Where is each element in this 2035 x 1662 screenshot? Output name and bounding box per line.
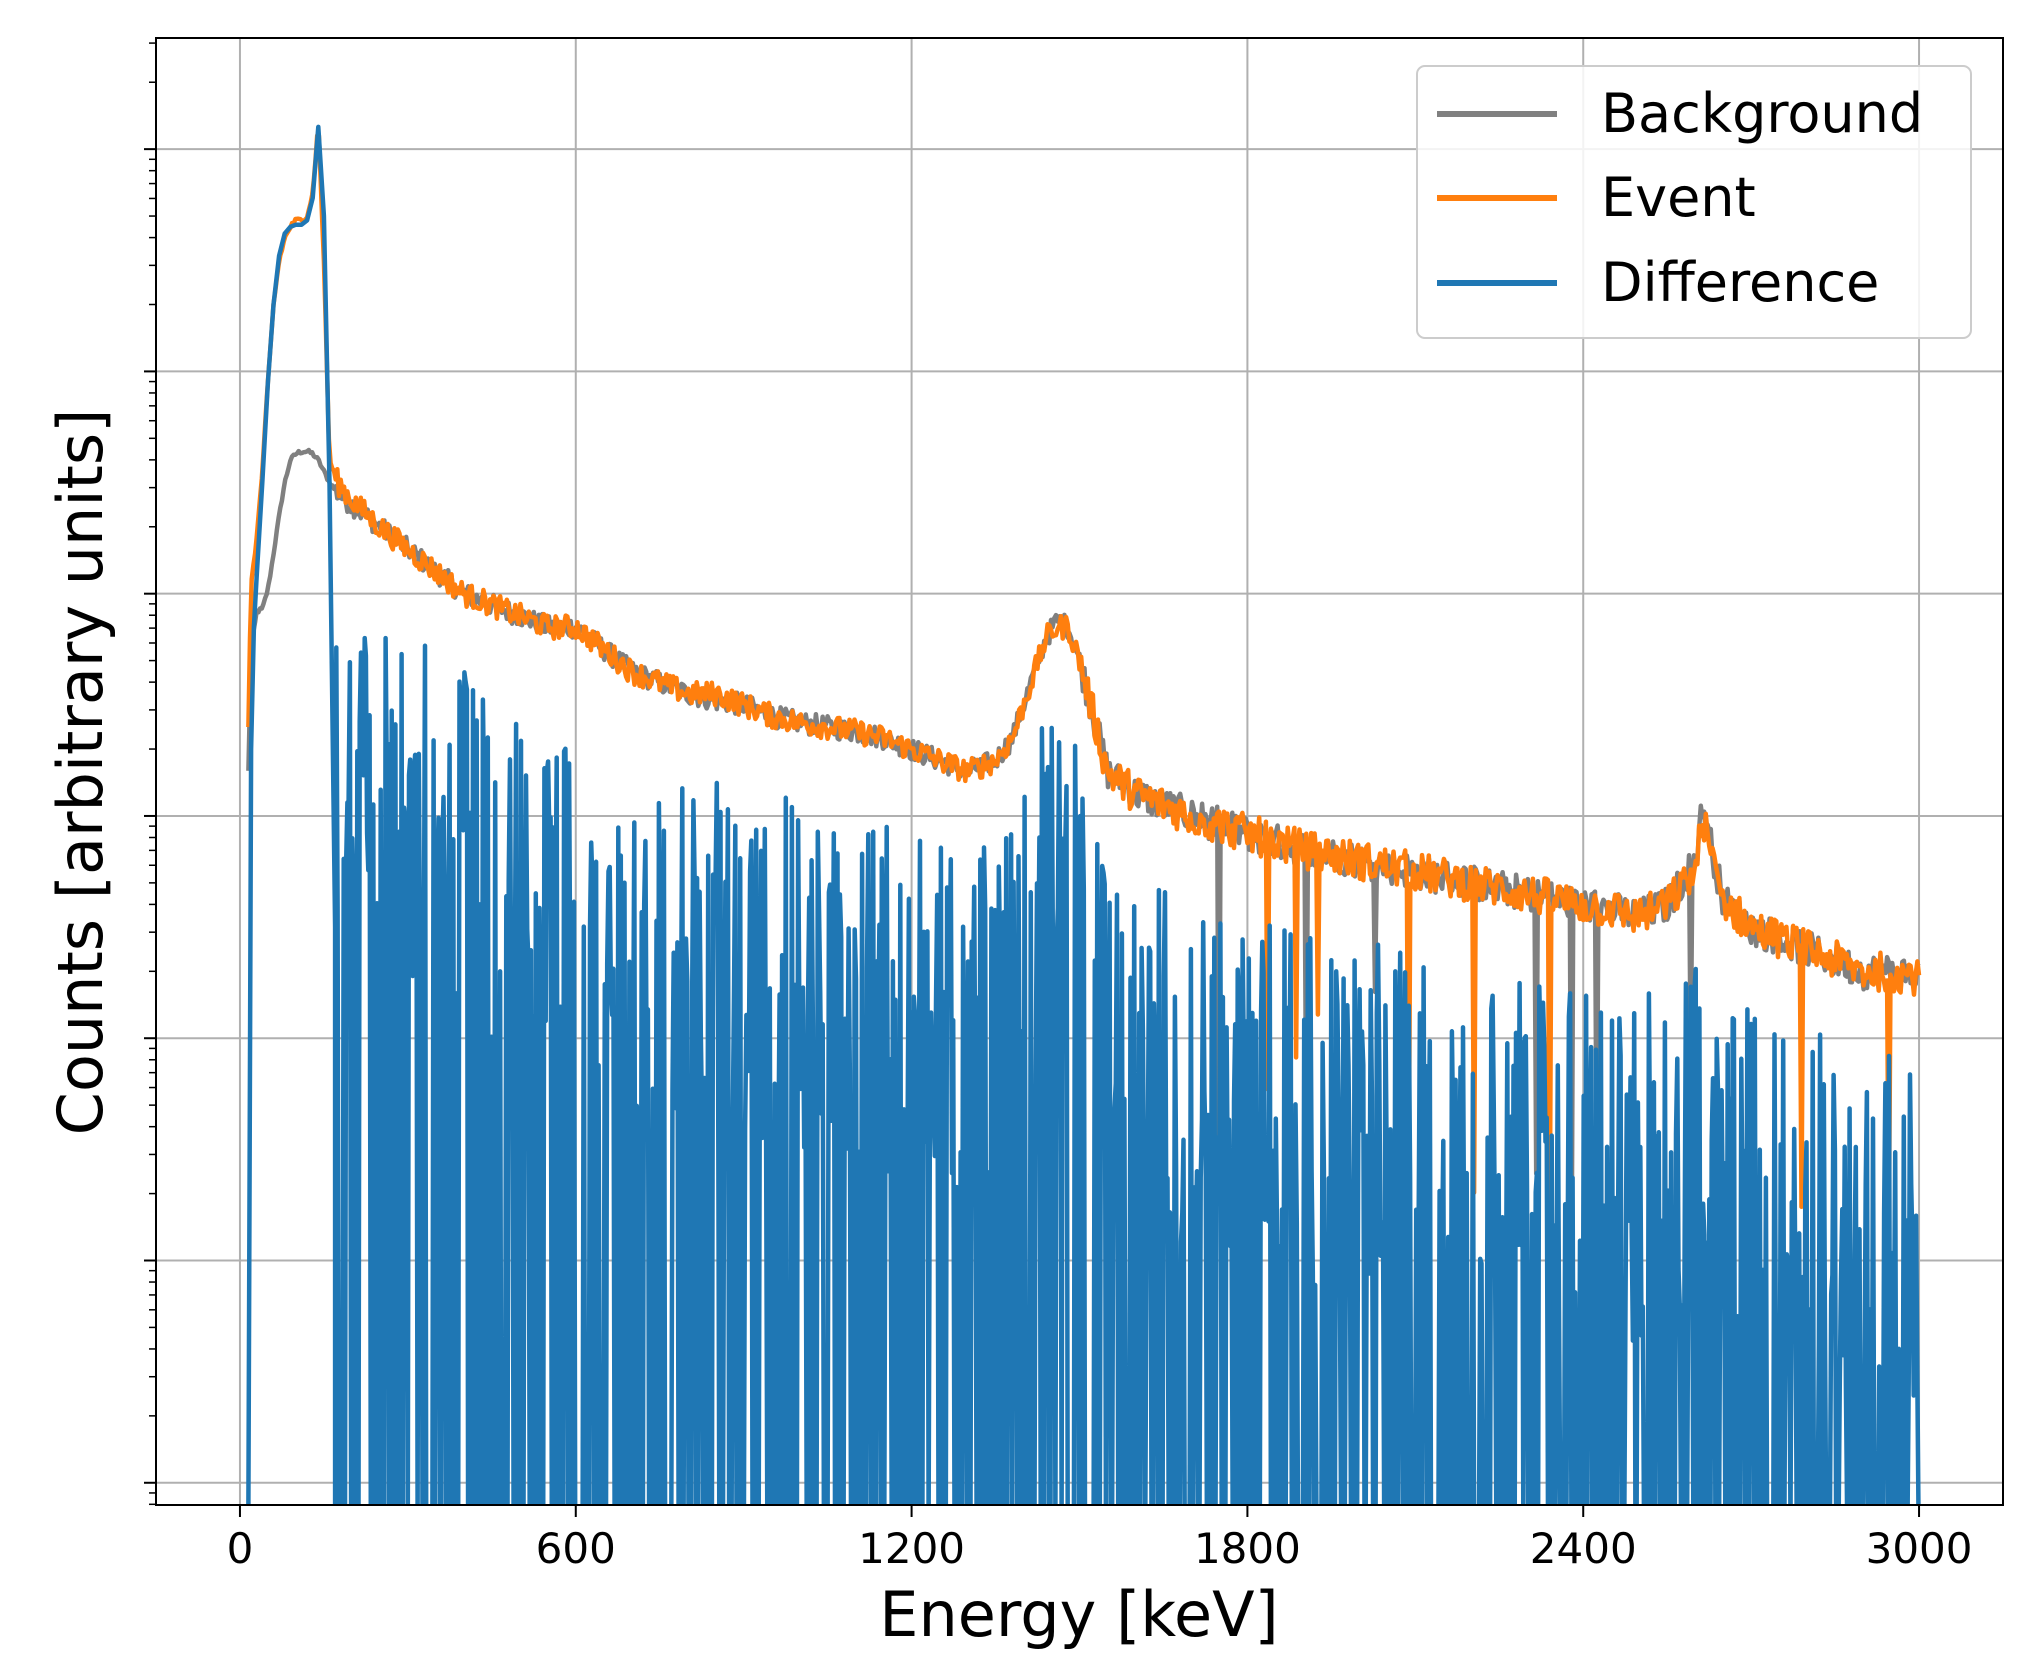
legend-label-difference: Difference: [1601, 251, 1879, 314]
series-event-line: [246, 133, 1922, 1266]
x-tick-label: 600: [536, 1524, 616, 1573]
y-axis-ticks: [144, 42, 156, 1506]
x-axis-ticks: 0 600 1200 1800 2400 3000: [227, 1505, 1973, 1573]
y-axis-label: Counts [arbitrary units]: [44, 409, 117, 1136]
x-tick-label: 2400: [1530, 1524, 1637, 1573]
plot-frame: [155, 37, 2004, 1506]
x-tick-label: 3000: [1866, 1524, 1973, 1573]
series-difference-line: [246, 124, 1921, 1505]
series-layer: [246, 124, 1922, 1505]
x-tick-label: 0: [227, 1524, 254, 1573]
legend-box: [1416, 65, 1972, 339]
legend-label-event: Event: [1601, 166, 1756, 229]
x-axis-label: Energy [keV]: [879, 1578, 1278, 1651]
x-tick-label: 1200: [858, 1524, 965, 1573]
x-tick-label: 1800: [1194, 1524, 1301, 1573]
legend: Background Event Difference: [1416, 65, 1972, 339]
legend-label-background: Background: [1601, 82, 1923, 145]
